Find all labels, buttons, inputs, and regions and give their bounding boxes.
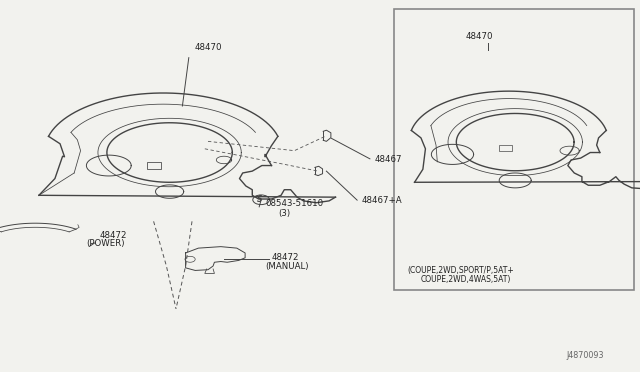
Text: S: S bbox=[257, 195, 262, 204]
Text: 48472: 48472 bbox=[272, 253, 300, 262]
Text: 48467: 48467 bbox=[374, 155, 402, 164]
Text: J4870093: J4870093 bbox=[566, 351, 604, 360]
Text: (COUPE,2WD,SPORT/P,5AT+: (COUPE,2WD,SPORT/P,5AT+ bbox=[408, 266, 515, 275]
Text: 48472: 48472 bbox=[99, 231, 127, 240]
Bar bbox=[394, 9, 634, 290]
Bar bbox=[147, 162, 161, 169]
Text: (3): (3) bbox=[278, 209, 291, 218]
Text: COUPE,2WD,4WAS,5AT): COUPE,2WD,4WAS,5AT) bbox=[420, 275, 511, 283]
Text: (MANUAL): (MANUAL) bbox=[266, 262, 309, 270]
Text: 48467+A: 48467+A bbox=[362, 196, 402, 205]
Text: (POWER): (POWER) bbox=[86, 239, 125, 248]
Text: 48470: 48470 bbox=[466, 32, 493, 41]
Text: 48470: 48470 bbox=[195, 43, 221, 52]
Bar bbox=[499, 145, 512, 151]
Text: 08543-51610: 08543-51610 bbox=[266, 199, 324, 208]
